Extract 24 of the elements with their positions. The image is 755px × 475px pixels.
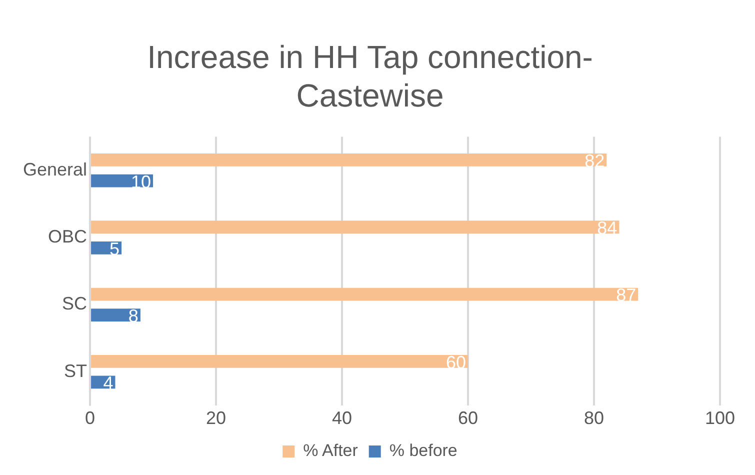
- y-tick-label: SC: [62, 294, 88, 314]
- legend-label: % before: [389, 441, 458, 460]
- x-tick-label: 0: [85, 408, 96, 428]
- bar: [91, 220, 620, 234]
- x-tick-label: 20: [206, 408, 226, 428]
- data-label: 8: [128, 306, 138, 326]
- data-label: 4: [103, 373, 114, 394]
- chart-title: Increase in HH Tap connection-Castewise: [147, 39, 593, 114]
- data-label: 5: [110, 238, 120, 259]
- y-tick-label: ST: [64, 360, 88, 381]
- bar: [91, 154, 607, 166]
- x-tick-label: 80: [584, 408, 604, 428]
- data-label: 87: [616, 285, 636, 306]
- x-tick-label: 40: [332, 408, 352, 428]
- x-tick-label: 100: [704, 408, 736, 428]
- data-label: 84: [597, 218, 618, 238]
- bar: [91, 288, 638, 301]
- bar: [91, 308, 140, 322]
- bar: [91, 354, 468, 368]
- x-tick-label: 60: [458, 408, 478, 428]
- legend-label: % After: [303, 441, 358, 460]
- data-label: 60: [446, 352, 466, 372]
- y-tick-label: OBC: [48, 226, 88, 246]
- y-tick-label: General: [22, 159, 88, 180]
